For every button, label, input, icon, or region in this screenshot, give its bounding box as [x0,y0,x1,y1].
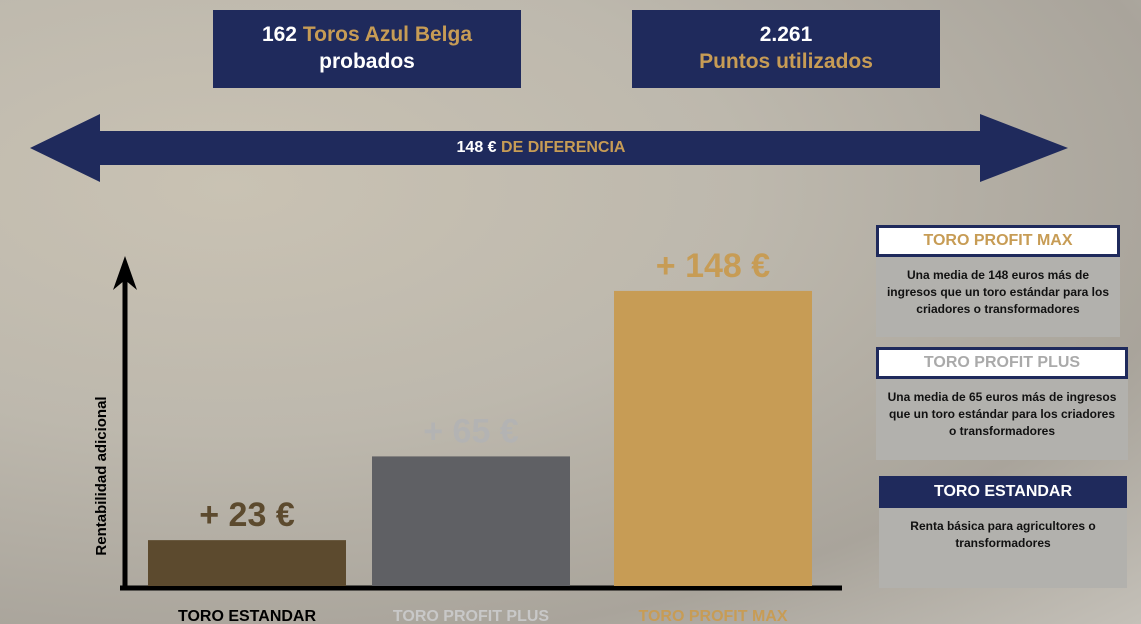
x-tick-label: TORO PROFIT PLUS [393,608,549,624]
value-label: + 23 € [199,496,295,534]
infographic: 162 Toros Azul Belga probados 2.261 Punt… [0,0,1141,624]
legend-description: Una media de 65 euros más de ingresos qu… [876,379,1128,460]
legend-title: TORO ESTANDAR [879,476,1127,508]
legend-description: Una media de 148 euros más de ingresos q… [876,257,1120,337]
x-tick-label: TORO ESTANDAR [178,608,317,624]
x-tick-label: TORO PROFIT MAX [638,608,787,624]
bar [148,540,346,586]
legend-title: TORO PROFIT MAX [876,225,1120,257]
difference-amount: 148 € [457,139,497,156]
bar [614,291,812,586]
difference-text: 148 € DE DIFERENCIA [457,139,626,156]
value-label: + 65 € [423,412,519,450]
value-label: + 148 € [656,247,770,285]
difference-label: DE DIFERENCIA [501,139,626,156]
legend-description: Renta básica para agricultores o transfo… [879,508,1127,588]
y-axis-label: Rentabilidad adicional [93,396,110,555]
legend-title: TORO PROFIT PLUS [876,347,1128,379]
bar [372,456,570,586]
